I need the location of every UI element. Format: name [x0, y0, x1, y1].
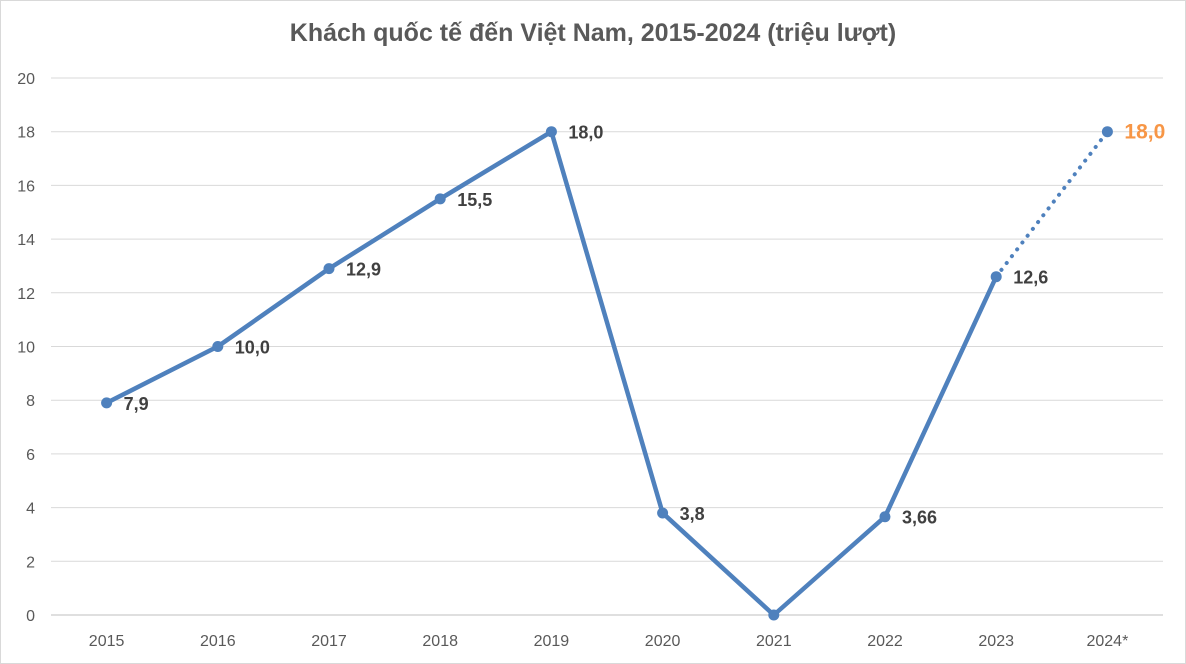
- series-line: [104, 129, 999, 618]
- x-tick-label: 2017: [311, 633, 347, 650]
- x-tick-label: 2021: [756, 633, 792, 650]
- data-point: [212, 341, 224, 352]
- x-tick-label: 2015: [89, 633, 125, 650]
- data-point: [768, 609, 780, 621]
- data-label: 18,0: [1124, 121, 1165, 144]
- data-label: 18,0: [568, 123, 603, 143]
- x-tick-label: 2018: [422, 633, 458, 650]
- y-tick-label: 18: [17, 125, 35, 142]
- data-label: 3,8: [680, 504, 705, 524]
- y-tick-label: 14: [17, 232, 35, 249]
- data-label: 3,66: [902, 508, 937, 528]
- data-point: [434, 193, 446, 205]
- chart-title: Khách quốc tế đến Việt Nam, 2015-2024 (t…: [289, 19, 897, 47]
- data-label: 12,6: [1013, 268, 1048, 288]
- x-tick-label: 2016: [200, 633, 236, 650]
- y-tick-label: 16: [17, 178, 35, 195]
- y-tick-label: 4: [26, 501, 35, 518]
- y-tick-label: 6: [26, 447, 35, 464]
- y-tick-label: 2: [26, 554, 35, 571]
- x-tick-label: 2024*: [1086, 633, 1128, 650]
- data-point: [101, 397, 113, 409]
- data-point: [545, 126, 557, 138]
- y-tick-label: 20: [17, 71, 35, 88]
- x-tick-label: 2023: [978, 633, 1014, 650]
- x-tick-label: 2022: [867, 633, 903, 650]
- data-label: 7,9: [124, 394, 149, 414]
- y-tick-label: 8: [26, 393, 35, 410]
- data-point: [1101, 126, 1113, 138]
- y-tick-label: 0: [26, 608, 35, 625]
- data-label: 12,9: [346, 260, 381, 280]
- data-point: [323, 263, 335, 275]
- x-tick-label: 2019: [534, 633, 570, 650]
- y-tick-label: 12: [17, 286, 35, 303]
- data-point: [879, 511, 891, 523]
- series-line-projection: [994, 129, 1110, 279]
- data-point: [990, 271, 1002, 283]
- data-label: 15,5: [457, 190, 492, 210]
- data-label: 10,0: [235, 338, 270, 358]
- x-tick-label: 2020: [645, 633, 681, 650]
- y-tick-label: 10: [17, 340, 35, 357]
- data-point: [657, 507, 669, 519]
